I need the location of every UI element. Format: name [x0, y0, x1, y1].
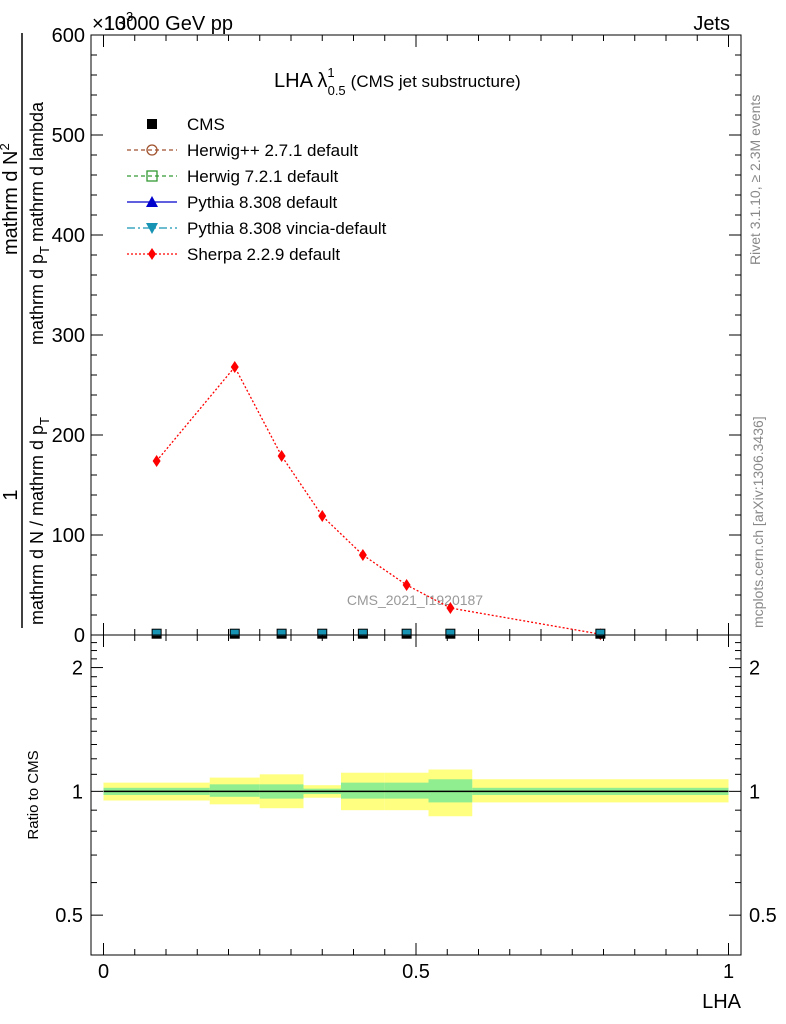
y-tick-label: 200: [52, 425, 85, 447]
sherpa-point: [152, 455, 161, 467]
mcplots-label: mcplots.cern.ch [arXiv:1306.3436]: [750, 416, 766, 628]
legend: CMS Herwig++ 2.7.1 default Herwig 7.2.1 de…: [127, 115, 387, 264]
sherpa-point: [446, 602, 455, 614]
main-y-ticks: 0 100 200 300 400 500 600: [52, 25, 741, 647]
x-tick-label: 1: [723, 961, 734, 983]
legend-marker-herwigpp: [146, 144, 158, 156]
y-tick-label: 500: [52, 125, 85, 147]
legend-marker-pythia: [146, 196, 158, 207]
x-tick-label: 0.5: [402, 961, 430, 983]
ratio-y-axis-label: Ratio to CMS: [25, 750, 42, 839]
mc-overlap-marker: [277, 629, 286, 636]
ratio-y-tick-label: 0.5: [55, 905, 83, 927]
sherpa-point: [318, 510, 327, 522]
main-y-axis-label: 1 mathrm d N / mathrm d pT mathrm d N2 m…: [0, 33, 52, 628]
mc-overlap-marker: [358, 629, 367, 636]
cms-data-points: [151, 628, 606, 639]
ylabel-top: mathrm d N2: [0, 143, 22, 255]
main-x-ticks: [103, 35, 729, 635]
legend-marker-vincia: [146, 223, 158, 234]
ratio-y-tick-label: 1: [72, 781, 83, 803]
ylabel-inner-fraction: mathrm d pTmathrm d lambda: [27, 101, 52, 345]
mc-overlap-marker: [152, 629, 161, 636]
main-panel: 0 100 200 300 400 500 600 CMS_2021_I1920187 LH…: [52, 25, 742, 647]
y-tick-label: 100: [52, 525, 85, 547]
y-tick-label: 600: [52, 25, 85, 47]
mc-overlap-marker: [596, 629, 605, 636]
plot-title: LHA λ1 0.5 (CMS jet substructure): [274, 65, 521, 98]
sherpa-point: [277, 450, 286, 462]
legend-label-herwig7: Herwig 7.2.1 default: [187, 167, 338, 186]
y-tick-label: 0: [74, 625, 85, 647]
sherpa-point: [230, 361, 239, 373]
x-tick-label: 0: [98, 961, 109, 983]
legend-label-sherpa: Sherpa 2.2.9 default: [187, 245, 340, 264]
ratio-y-tick-label-right: 0.5: [749, 905, 777, 927]
y-tick-label: 300: [52, 325, 85, 347]
process-label: Jets: [693, 13, 730, 35]
watermark: CMS_2021_I1920187: [347, 592, 483, 608]
ylabel-numerator: 1: [0, 489, 22, 500]
ratio-y-tick-label-right: 1: [749, 781, 760, 803]
x-axis-label: LHA: [702, 991, 742, 1013]
legend-marker-herwig7: [146, 170, 158, 182]
legend-label-herwigpp: Herwig++ 2.7.1 default: [187, 141, 358, 160]
legend-label-vincia: Pythia 8.308 vincia-default: [187, 219, 387, 238]
ratio-y-tick-label: 2: [72, 658, 83, 680]
mc-overlap-marker: [446, 629, 455, 636]
exponent-label: ×103: [92, 9, 133, 35]
sherpa-line: [156, 365, 601, 635]
y-tick-label: 400: [52, 225, 85, 247]
rivet-label: Rivet 3.1.10, ≥ 2.3M events: [747, 95, 763, 265]
ratio-panel: 0.5 0.51 12 2 0 0.5 1 Ratio to CMS LHA: [25, 634, 777, 1013]
beam-label: 13000 GeV pp: [104, 13, 233, 35]
mc-overlap-marker: [402, 629, 411, 636]
sherpa-point: [358, 549, 367, 561]
sherpa-point: [402, 579, 411, 591]
ratio-x-ticks: 0 0.5 1: [98, 635, 734, 983]
legend-label-pythia: Pythia 8.308 default: [187, 193, 338, 212]
ratio-y-tick-label-right: 2: [749, 658, 760, 680]
ratio-band-inner: [209, 784, 260, 797]
mc-overlap-marker: [230, 629, 239, 636]
mc-overlap-marker: [318, 629, 327, 636]
legend-marker-sherpa: [148, 248, 156, 260]
legend-marker-cms: [147, 119, 157, 129]
ratio-y-ticks: 0.5 0.5 1 1 2 2: [55, 642, 777, 927]
ratio-bands: [103, 769, 729, 817]
legend-label-cms: CMS: [187, 115, 225, 134]
ylabel-denominator: mathrm d N / mathrm d pT: [27, 417, 52, 625]
